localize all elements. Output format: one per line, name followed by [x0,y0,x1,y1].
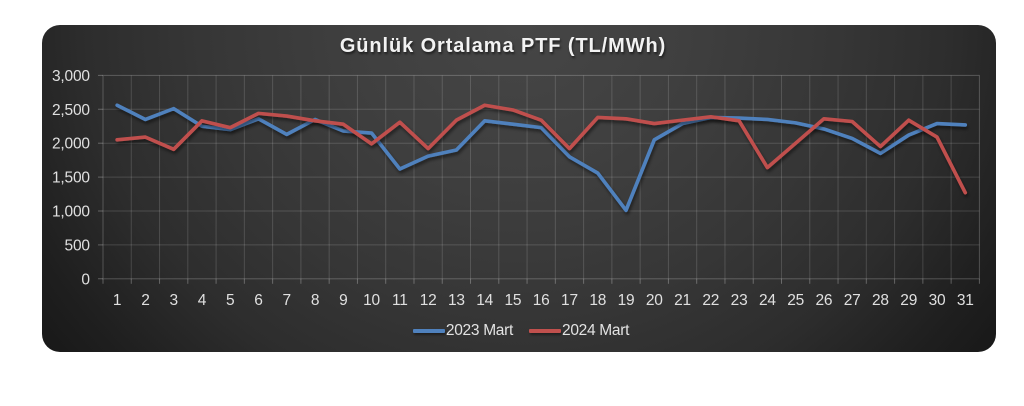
x-axis-label: 15 [505,292,522,309]
x-axis-label: 7 [283,292,291,309]
x-axis-label: 30 [929,292,946,309]
x-axis-label: 26 [815,292,832,309]
x-axis-label: 18 [589,292,606,309]
x-axis-label: 20 [646,292,663,309]
series-line-2024-mart [115,103,968,195]
y-axis-label: 3,000 [52,68,90,85]
x-axis-label: 1 [113,292,121,309]
x-axis-label: 27 [844,292,861,309]
x-axis-label: 5 [226,292,234,309]
legend: 2023 Mart 2024 Mart [44,321,996,341]
x-axis-label: 6 [254,292,262,309]
chart-area: Günlük Ortalama PTF (TL/MWh) 0 500 1,000 1,… [42,25,996,352]
x-axis-label: 16 [533,292,550,309]
x-axis-label: 22 [702,292,719,309]
legend-label: 2023 Mart [445,322,513,339]
x-axis-label: 25 [787,292,804,309]
x-axis-label: 12 [420,292,437,309]
x-axis-label: 17 [561,292,578,309]
y-axis-label: 1,500 [52,170,90,187]
x-axis-label: 11 [392,292,408,309]
x-axis-label: 31 [957,292,974,309]
chart-title: Günlük Ortalama PTF (TL/MWh) [339,35,667,57]
x-axis-label: 23 [731,292,748,309]
x-axis-label: 24 [759,292,776,309]
legend-item-2023-mart: 2023 Mart [412,322,513,340]
x-axis-label: 21 [674,292,691,309]
plot-border [102,74,980,280]
y-axis-label: 0 [81,271,90,288]
y-axis-label: 500 [65,237,91,254]
legend-label: 2024 Mart [562,322,630,339]
x-axis-label: 3 [169,292,177,309]
legend-swatch-2024-mart [529,329,561,333]
x-axis-label: 13 [448,292,465,309]
series-line-2023-mart [115,103,968,213]
x-axis-label: 19 [618,292,635,309]
x-axis-label: 9 [339,292,347,309]
x-axis-label: 10 [363,292,380,309]
x-axis-label: 2 [141,292,149,309]
x-axis-label: 4 [198,292,207,309]
legend-swatch-2023-mart [412,329,445,333]
x-axis-label: 14 [476,292,493,309]
y-axis-label: 2,000 [52,136,90,153]
y-axis-label: 2,500 [52,102,90,119]
y-axis-label: 1,000 [52,204,90,221]
x-axis-label: 28 [872,292,889,309]
x-axis-label: 29 [900,292,917,309]
x-axis-label: 8 [311,292,319,309]
legend-item-2024-mart: 2024 Mart [529,322,629,340]
